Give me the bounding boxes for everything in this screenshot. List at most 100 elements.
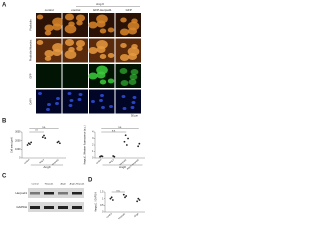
y-tick-label: 1 bbox=[102, 197, 104, 200]
y-tick-label: 4 bbox=[92, 131, 94, 134]
y-tick-label: 3 bbox=[92, 137, 94, 140]
x-tick-label: control bbox=[106, 212, 113, 219]
cell bbox=[64, 24, 77, 34]
data-point bbox=[125, 144, 128, 146]
group-label: AngII bbox=[43, 165, 50, 169]
cell bbox=[91, 100, 95, 103]
cell bbox=[127, 53, 138, 60]
cell bbox=[55, 102, 59, 105]
x-tick-label: control bbox=[23, 158, 30, 165]
sig-label: n.s. bbox=[112, 129, 116, 132]
cell bbox=[52, 49, 62, 56]
y-tick-label: 1000 bbox=[15, 148, 21, 151]
data-point bbox=[43, 134, 45, 137]
data-point bbox=[30, 141, 33, 144]
cell bbox=[47, 103, 51, 106]
cell bbox=[120, 17, 127, 23]
cell bbox=[75, 14, 86, 22]
cell bbox=[121, 95, 126, 98]
cell bbox=[36, 14, 44, 20]
cell bbox=[129, 74, 138, 80]
band bbox=[30, 206, 40, 209]
cell bbox=[68, 104, 73, 107]
panel-label: C bbox=[2, 174, 7, 180]
band bbox=[58, 206, 68, 209]
micrograph bbox=[36, 64, 62, 88]
panel-label: D bbox=[88, 178, 93, 184]
micrograph bbox=[62, 64, 88, 88]
data-point bbox=[58, 142, 61, 145]
y-tick-label: 0.5 bbox=[100, 204, 104, 207]
lane-label: Control bbox=[31, 183, 39, 186]
band bbox=[72, 192, 82, 195]
cell bbox=[109, 105, 113, 108]
cell bbox=[128, 79, 137, 85]
sig-label: n.s. bbox=[118, 126, 122, 129]
y-tick-label: 0 bbox=[92, 157, 94, 160]
x-tick-label: Herpud1 bbox=[51, 158, 60, 166]
data-point bbox=[138, 142, 141, 145]
cell bbox=[76, 20, 83, 26]
sig-label: n.s. bbox=[42, 126, 46, 129]
micrograph bbox=[115, 89, 141, 114]
cell bbox=[131, 101, 136, 104]
data-point bbox=[29, 143, 31, 146]
data-point bbox=[44, 137, 47, 139]
cell bbox=[120, 80, 129, 86]
data-point bbox=[26, 144, 29, 146]
cell bbox=[130, 106, 135, 109]
group-label: AngII bbox=[119, 165, 126, 169]
data-point bbox=[136, 200, 139, 203]
scale-bar: 50 µm bbox=[131, 115, 138, 118]
cell bbox=[76, 46, 83, 51]
band bbox=[44, 206, 54, 209]
cell bbox=[38, 92, 42, 95]
data-point bbox=[127, 137, 129, 140]
cell bbox=[44, 24, 54, 32]
blot-label: Herpud1 bbox=[15, 191, 27, 195]
blot bbox=[28, 188, 84, 198]
row-label: GFP bbox=[29, 73, 33, 79]
cell bbox=[88, 21, 98, 29]
cell bbox=[100, 94, 104, 97]
column-header: control bbox=[45, 8, 54, 12]
group-label: Ang II bbox=[96, 2, 104, 6]
cell bbox=[120, 43, 127, 48]
data-point bbox=[113, 155, 116, 158]
y-tick-label: 2000 bbox=[15, 139, 21, 142]
data-point bbox=[101, 155, 104, 158]
x-tick-label: Ang II+Herpud1 bbox=[126, 158, 140, 171]
panel-label: A bbox=[2, 3, 7, 9]
y-tick-label: 0 bbox=[102, 211, 104, 214]
data-point bbox=[110, 196, 113, 199]
data-point bbox=[109, 197, 112, 200]
cell bbox=[107, 53, 115, 58]
cell bbox=[96, 46, 106, 53]
cell bbox=[44, 50, 54, 57]
row-label: Phalloidin/Hoechst bbox=[29, 39, 33, 61]
y-tick-label: 1.5 bbox=[100, 191, 104, 194]
cell bbox=[64, 13, 75, 21]
column-header: control bbox=[71, 8, 80, 12]
data-point bbox=[138, 199, 141, 201]
cell bbox=[67, 92, 72, 95]
cell bbox=[77, 98, 82, 101]
lane-label: Herpud1 bbox=[45, 183, 54, 186]
panel-label: B bbox=[2, 119, 7, 125]
column-header: GFP-Herpud1 bbox=[93, 8, 112, 12]
column-header: GFP bbox=[126, 8, 132, 12]
cell bbox=[127, 27, 138, 35]
y-axis-label: Herpud1 Western fluorescence (a.u.) bbox=[84, 125, 87, 164]
band bbox=[58, 192, 68, 195]
cell bbox=[96, 71, 106, 79]
blot bbox=[28, 202, 84, 212]
cell bbox=[101, 106, 105, 109]
band bbox=[72, 206, 82, 209]
cell bbox=[44, 56, 52, 61]
y-tick-label: 3000 bbox=[15, 131, 21, 134]
cell bbox=[75, 40, 86, 47]
cell bbox=[99, 54, 107, 59]
cell bbox=[88, 72, 98, 80]
x-tick-label: control bbox=[95, 158, 102, 165]
cell bbox=[88, 47, 98, 54]
